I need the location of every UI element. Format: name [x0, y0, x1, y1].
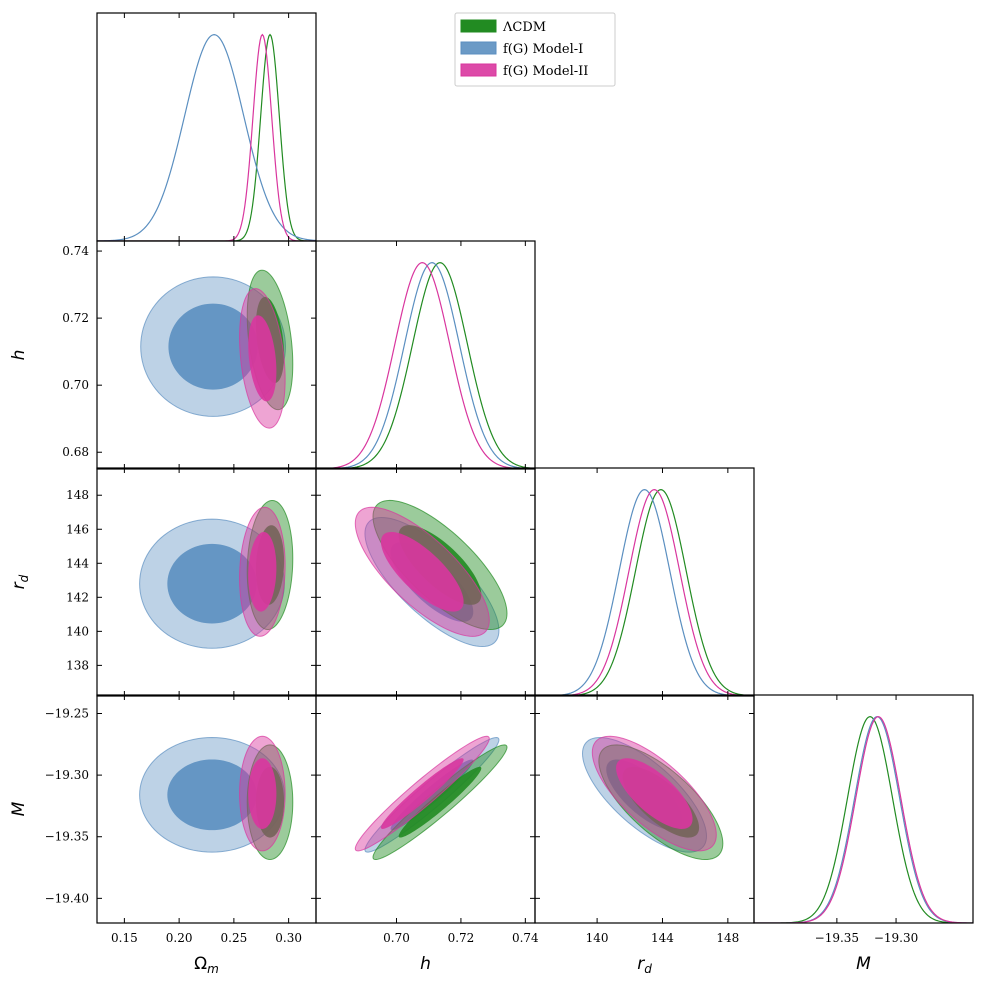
axis-label-m: M	[856, 954, 871, 974]
axis-label-r-d: rd	[637, 954, 652, 976]
contour-68-omega-m-h-model-i	[168, 303, 258, 390]
contour-68-r-d-m-model-ii	[616, 758, 693, 829]
contour-68-omega-m-r-d-model-i	[167, 543, 257, 624]
x-tick-label-omega-m: 0.25	[221, 931, 248, 945]
axis-label-m: M	[9, 801, 29, 816]
axis-label-r-d: rd	[9, 574, 31, 589]
x-tick-label-h: 0.74	[512, 931, 539, 945]
panel-frame-h-h	[315, 240, 536, 470]
x-tick-label-omega-m: 0.30	[275, 931, 302, 945]
panel-frames-layer	[96, 12, 974, 924]
axis-label-h: h	[420, 954, 431, 974]
marginal-omega-m	[97, 33, 316, 241]
labels-layer: 0.68 0.70 0.72 0.74 138 140 142 144 146 148 0.15 0.…	[9, 244, 918, 976]
legend: ΛCDM f(G) Model-I f(G) Model-II	[454, 12, 616, 87]
y-tick-label-r-d: 140	[66, 624, 89, 638]
marginal-curve-omega-m-lcdm	[97, 33, 316, 241]
contour-h-r-d-model-ii	[354, 506, 490, 637]
y-tick-label-h: 0.72	[62, 311, 89, 325]
legend-label-model-ii: f(G) Model-II	[503, 64, 588, 79]
x-tick-label-h: 0.70	[383, 931, 410, 945]
marginal-curve-m-model-ii	[754, 716, 973, 923]
y-tick-label-m: −19.35	[45, 830, 89, 844]
x-tick-label-omega-m: 0.20	[166, 931, 193, 945]
y-tick-label-r-d: 144	[66, 556, 89, 570]
x-tick-label-omega-m: 0.15	[111, 931, 138, 945]
contour-68-omega-m-r-d-model-ii	[248, 532, 277, 612]
contour-omega-m-h-model-i	[140, 276, 286, 417]
legend-swatch-model-i	[460, 41, 497, 55]
x-tick-label-r-d: 148	[716, 931, 739, 945]
contour-omega-m-m-model-ii	[239, 735, 286, 852]
y-tick-label-m: −19.40	[45, 891, 89, 905]
marginal-curve-r-d-lcdm	[535, 489, 754, 696]
contour-h-m-lcdm	[372, 744, 508, 861]
marginal-h	[316, 262, 535, 469]
y-tick-label-r-d: 148	[66, 488, 89, 502]
x-tick-label-r-d: 140	[586, 931, 609, 945]
marginal-curve-r-d-model-ii	[535, 489, 754, 696]
legend-swatch-model-ii	[460, 63, 497, 77]
marginal-curve-m-model-i	[754, 716, 973, 923]
x-tick-label-m: −19.35	[815, 931, 859, 945]
marginal-curve-m-lcdm	[754, 716, 973, 923]
marginal-curve-h-lcdm	[316, 262, 535, 469]
contour-omega-m-h-model-ii	[239, 288, 286, 429]
y-tick-label-r-d: 142	[66, 590, 89, 604]
marginal-curve-omega-m-model-i	[97, 34, 316, 241]
marginal-r-d	[535, 489, 754, 696]
marginal-curve-h-model-i	[316, 262, 535, 469]
panel-frame-omega-m-omega-m	[96, 12, 317, 242]
y-tick-label-r-d: 146	[66, 522, 89, 536]
y-tick-label-m: −19.25	[45, 706, 89, 720]
panel-frame-r-d-r-d	[534, 467, 755, 697]
contour-68-h-m-model-ii	[380, 758, 464, 829]
legend-swatch-lcdm	[460, 19, 497, 33]
contour-68-h-m-lcdm	[398, 766, 482, 838]
axis-label-omega-m: Ωm	[194, 954, 219, 976]
contour-68-omega-m-m-model-i	[167, 759, 257, 831]
contour-r-d-m-model-ii	[591, 735, 717, 852]
y-tick-label-m: −19.30	[45, 768, 89, 782]
y-tick-label-h: 0.70	[62, 378, 89, 392]
contour-omega-m-r-d-model-ii	[239, 506, 286, 637]
x-tick-label-h: 0.72	[448, 931, 475, 945]
contour-68-omega-m-h-model-ii	[248, 315, 277, 402]
marginal-m	[754, 716, 973, 923]
contour-omega-m-m-model-i	[139, 737, 285, 853]
y-tick-label-h: 0.74	[62, 244, 89, 258]
marginal-curve-r-d-model-i	[535, 489, 754, 696]
marginal-curve-h-model-ii	[316, 262, 535, 469]
y-tick-label-h: 0.68	[62, 445, 89, 459]
x-tick-label-r-d: 144	[651, 931, 674, 945]
axis-label-h: h	[9, 350, 29, 361]
legend-label-lcdm: ΛCDM	[502, 20, 546, 35]
contour-68-h-r-d-model-ii	[380, 531, 464, 612]
contour-h-m-model-ii	[354, 735, 490, 852]
y-tick-label-r-d: 138	[66, 658, 89, 672]
contour-68-omega-m-m-model-ii	[248, 758, 277, 829]
marginal-curve-omega-m-model-ii	[97, 33, 316, 241]
legend-label-model-i: f(G) Model-I	[503, 42, 583, 57]
x-tick-label-m: −19.30	[874, 931, 918, 945]
contour-fills-layer	[139, 269, 724, 861]
panel-frame-m-m	[753, 694, 974, 924]
